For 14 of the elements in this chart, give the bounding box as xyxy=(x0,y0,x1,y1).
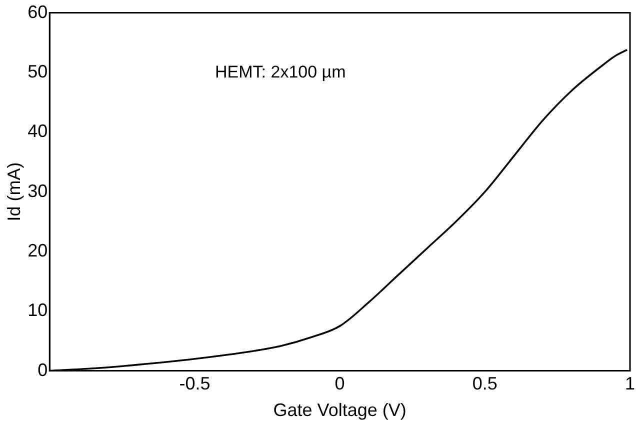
y-tick-label: 60 xyxy=(28,2,48,22)
x-axis-title: Gate Voltage (V) xyxy=(273,400,406,420)
y-tick-label: 0 xyxy=(38,360,48,380)
x-tick-label: 0.5 xyxy=(472,374,498,394)
x-tick-label: 1 xyxy=(624,374,635,394)
y-tick-label: 50 xyxy=(28,61,48,82)
y-tick-label: 20 xyxy=(28,240,48,260)
y-tick-label: 40 xyxy=(28,121,48,142)
annotation: HEMT: 2x100 µm xyxy=(215,62,346,82)
y-tick-label: 30 xyxy=(28,180,48,201)
y-tick-label: 10 xyxy=(28,300,48,320)
x-tick-label: 0 xyxy=(334,374,345,394)
x-tick-label: -0.5 xyxy=(179,374,210,394)
y-axis-title: Id (mA) xyxy=(4,162,24,222)
